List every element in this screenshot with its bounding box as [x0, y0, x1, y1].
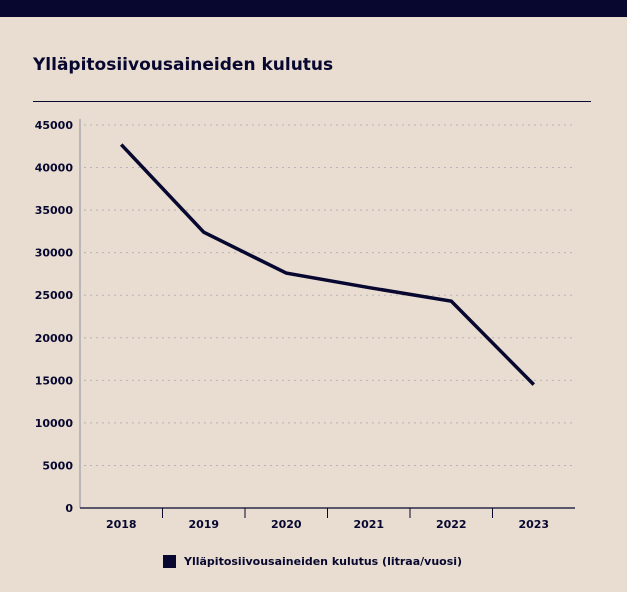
legend: Ylläpitosiivousaineiden kulutus (litraa/… [163, 555, 462, 568]
title-divider [33, 101, 591, 102]
series-group [119, 143, 535, 386]
x-tick-label: 2018 [106, 518, 137, 531]
y-tick-label: 35000 [35, 204, 74, 217]
top-bar [0, 0, 627, 17]
x-tick-label: 2019 [188, 518, 219, 531]
x-tick-label: 2020 [271, 518, 302, 531]
y-tick-label: 40000 [35, 162, 74, 175]
y-tick-label: 25000 [35, 289, 74, 302]
legend-swatch [163, 555, 176, 568]
y-tick-label: 5000 [42, 459, 73, 472]
gridlines [84, 124, 572, 466]
x-tick-label: 2023 [518, 518, 549, 531]
y-axis-ticks: 0 5000 10000 15000 20000 25000 30000 35000 40000… [35, 119, 74, 515]
series-line [119, 143, 535, 386]
x-axis-ticks: 2018 2019 2020 2021 2022 2023 [106, 518, 549, 531]
y-tick-label: 45000 [35, 119, 74, 132]
y-tick-label: 20000 [35, 332, 74, 345]
legend-label: Ylläpitosiivousaineiden kulutus (litraa/… [184, 555, 463, 568]
y-tick-label: 0 [65, 502, 73, 515]
y-tick-label: 30000 [35, 247, 74, 260]
x-tick-label: 2022 [436, 518, 467, 531]
x-tick-label: 2021 [353, 518, 384, 531]
y-tick-label: 10000 [35, 417, 74, 430]
y-tick-label: 15000 [35, 374, 74, 387]
chart-title: Ylläpitosiivousaineiden kulutus [33, 55, 334, 75]
axes [79, 119, 575, 518]
